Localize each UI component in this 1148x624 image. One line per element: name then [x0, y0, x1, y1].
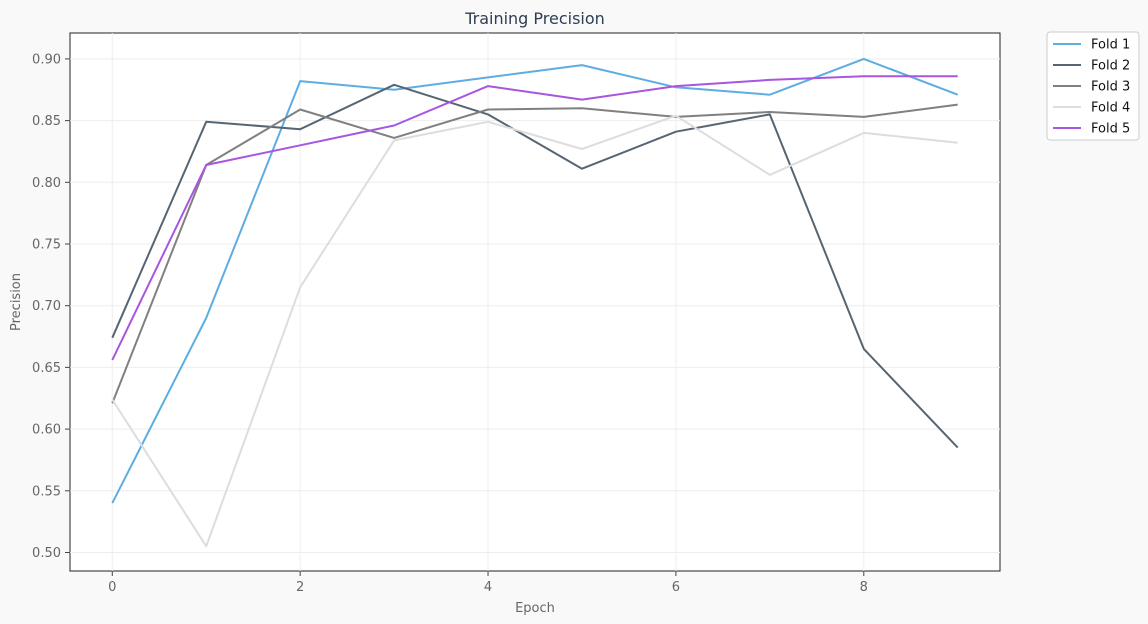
legend: Fold 1 Fold 2 Fold 3 Fold 4 Fold 5	[1046, 31, 1140, 141]
y-tick-label: 0.75	[32, 238, 61, 253]
legend-label-fold-1: Fold 1	[1091, 38, 1130, 53]
legend-label-fold-2: Fold 2	[1091, 59, 1130, 74]
chart-title: Training Precision	[464, 9, 605, 28]
y-tick-label: 0.50	[32, 546, 61, 561]
series-line-fold-3	[111, 103, 958, 404]
legend-label-fold-4: Fold 4	[1091, 101, 1130, 116]
legend-label-fold-5: Fold 5	[1091, 122, 1130, 137]
legend-label-fold-3: Fold 3	[1091, 80, 1130, 95]
y-tick-label: 0.60	[32, 423, 61, 438]
x-tick-label: 8	[860, 580, 868, 595]
y-tick-label: 0.85	[32, 114, 61, 129]
x-axis-label: Epoch	[515, 601, 555, 616]
x-tick-label: 2	[296, 580, 304, 595]
x-tick-label: 0	[108, 580, 116, 595]
y-tick-label: 0.65	[32, 361, 61, 376]
y-axis: 0.50 0.55 0.60 0.65 0.70 0.75 0.80 0.85 0.90	[32, 52, 70, 561]
series-line-fold-2	[111, 83, 959, 449]
series-line-fold-1	[111, 57, 959, 504]
x-tick-label: 4	[484, 580, 492, 595]
series-lines	[111, 57, 959, 548]
grid	[70, 33, 1000, 571]
y-tick-label: 0.80	[32, 176, 61, 191]
series-line-fold-5	[111, 75, 958, 361]
y-axis-label: Precision	[9, 273, 24, 331]
legend-box	[1046, 31, 1140, 141]
x-axis: 0 2 4 6 8	[108, 571, 868, 595]
series-line-fold-4	[111, 114, 958, 548]
y-tick-label: 0.55	[32, 484, 61, 499]
y-tick-label: 0.70	[32, 299, 61, 314]
x-tick-label: 6	[672, 580, 680, 595]
y-tick-label: 0.90	[32, 52, 61, 67]
